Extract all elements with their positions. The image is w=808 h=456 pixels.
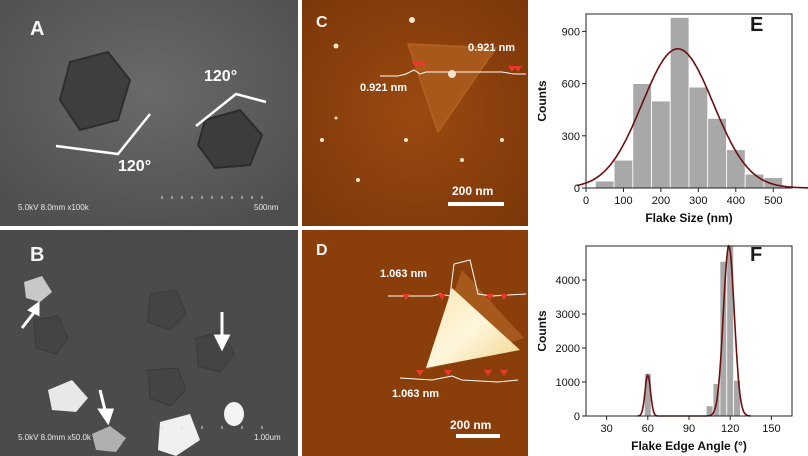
flake xyxy=(196,108,264,170)
bar xyxy=(719,260,728,417)
bar xyxy=(688,86,709,189)
sem-panel-a: A 120° 120° 5.0kV 8.0mm x100k 500nm xyxy=(0,0,298,226)
flake xyxy=(48,380,88,412)
plot-frame xyxy=(585,13,793,189)
y-tick-label: 900 xyxy=(562,26,580,38)
x-tick-label: 100 xyxy=(614,195,632,207)
afm-image-c xyxy=(302,0,528,226)
scale-bar-text: 200 nm xyxy=(452,184,494,198)
y-tick-label: 0 xyxy=(574,411,580,423)
y-tick-label: 4000 xyxy=(556,275,580,287)
bar xyxy=(744,173,765,189)
plot-frame xyxy=(585,245,793,417)
x-tick-label: 500 xyxy=(764,195,782,207)
flake xyxy=(147,289,187,331)
scale-text: 1.00um xyxy=(254,433,281,442)
scale-text: 500nm xyxy=(254,203,279,212)
particles xyxy=(320,17,504,182)
y-tick-label: 1000 xyxy=(556,377,580,389)
bar xyxy=(651,100,671,189)
sem-image-b xyxy=(0,230,298,456)
scale-bar xyxy=(448,202,504,206)
bar xyxy=(726,149,746,189)
y-tick-label: 2000 xyxy=(556,343,580,355)
y-tick-label: 600 xyxy=(562,79,580,91)
x-tick-label: 300 xyxy=(689,195,707,207)
angle-label: 120° xyxy=(204,68,238,85)
y-tick-label: 3000 xyxy=(556,309,580,321)
panel-label: C xyxy=(316,14,328,31)
profile-markers xyxy=(412,62,522,72)
y-tick-label: 0 xyxy=(574,183,580,195)
x-tick-label: 200 xyxy=(652,195,670,207)
scale-bar xyxy=(456,434,500,438)
sem-panel-b: B 5.0kV 8.0mm x50.0k 1.00um xyxy=(0,230,298,456)
panel-label: A xyxy=(30,18,45,40)
flake xyxy=(147,367,187,407)
scale-ticks xyxy=(161,196,263,199)
x-tick-label: 120 xyxy=(721,423,739,435)
flake xyxy=(426,288,520,368)
angle-guide xyxy=(195,92,267,127)
height-label: 1.063 nm xyxy=(392,388,440,400)
x-axis-label: Flake Edge Angle (°) xyxy=(631,439,747,453)
y-tick-label: 300 xyxy=(562,131,580,143)
flake xyxy=(33,315,69,355)
panel-label: D xyxy=(316,242,328,259)
y-axis-label: Counts xyxy=(538,80,549,122)
bar xyxy=(632,83,652,189)
x-tick-label: 90 xyxy=(683,423,695,435)
flake xyxy=(92,426,126,452)
height-profile xyxy=(399,375,519,383)
x-tick-label: 0 xyxy=(583,195,589,207)
chart-panel-f: F 30 60 90 120 150 0 1000 2000 3000 4000 Flake Edg… xyxy=(538,232,808,456)
x-axis-label: Flake Size (nm) xyxy=(645,211,732,225)
arrow xyxy=(20,301,231,426)
flake xyxy=(158,414,200,456)
angle-guide xyxy=(55,113,151,156)
angle-label: 120° xyxy=(118,158,152,175)
height-label: 0.921 nm xyxy=(360,82,408,94)
y-axis-label: Counts xyxy=(538,310,549,352)
x-tick-label: 400 xyxy=(727,195,745,207)
sem-image-a xyxy=(0,0,298,226)
chart-panel-e: E 0 100 200 300 400 500 0 300 600 900 Flake Size (… xyxy=(538,0,808,228)
flake-size-histogram: 0 100 200 300 400 500 0 300 600 900 Flake Size (nm… xyxy=(538,13,808,225)
height-label: 0.921 nm xyxy=(468,42,516,54)
sem-info-text: 5.0kV 8.0mm x50.0k xyxy=(18,433,91,442)
flake xyxy=(406,43,498,134)
bar xyxy=(669,17,690,189)
scale-ticks xyxy=(161,426,263,429)
bar xyxy=(594,180,615,189)
height-label: 1.063 nm xyxy=(380,268,428,280)
bar xyxy=(613,159,634,189)
flake xyxy=(24,276,52,302)
panel-label: E xyxy=(750,14,764,36)
scale-bar-text: 200 nm xyxy=(450,418,492,432)
fit-curve xyxy=(576,47,808,189)
x-tick-label: 150 xyxy=(762,423,780,435)
panel-label: B xyxy=(30,244,45,266)
afm-image-d xyxy=(302,230,528,456)
x-tick-label: 60 xyxy=(642,423,654,435)
flake xyxy=(58,50,132,132)
flake xyxy=(224,402,244,426)
height-profile xyxy=(380,69,526,77)
profile-markers xyxy=(402,294,508,376)
panel-label: F xyxy=(750,244,763,266)
afm-panel-c: C 0.921 nm 0.921 nm 200 nm xyxy=(302,0,528,226)
x-tick-label: 30 xyxy=(600,423,612,435)
edge-angle-histogram: 30 60 90 120 150 0 1000 2000 3000 4000 Flake Edge … xyxy=(538,244,793,453)
afm-panel-d: D 1.063 nm 1.063 nm 200 nm xyxy=(302,230,528,456)
sem-info-text: 5.0kV 8.0mm x100k xyxy=(18,203,89,212)
